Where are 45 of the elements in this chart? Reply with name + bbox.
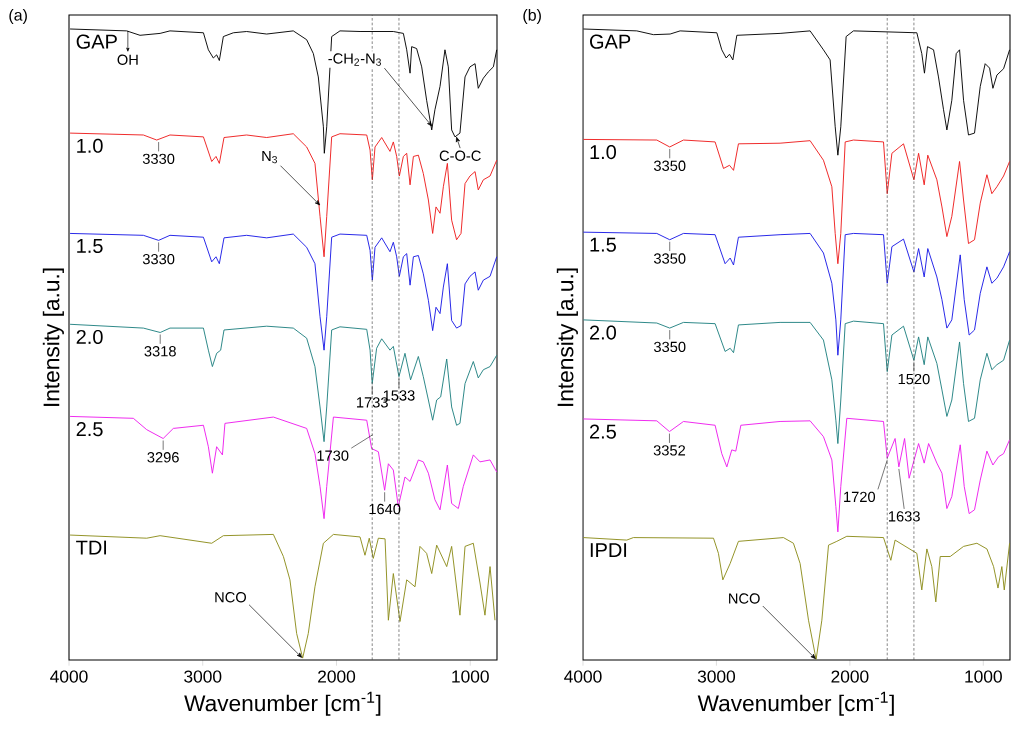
series-label: 1.0	[77, 138, 103, 153]
x-tick-label: 2000	[831, 670, 869, 683]
x-tick-label: 4000	[50, 670, 88, 683]
series-label: 1.5	[77, 239, 103, 253]
series-label: 1.5	[590, 237, 616, 252]
legend-label: GAP	[76, 34, 117, 49]
x-axis-title: Wavenumber [cm$^{-1}$]	[697, 691, 894, 716]
chart-title: (a)	[9, 9, 27, 24]
annotation: 3350	[653, 253, 686, 264]
series-label: IPDI	[590, 543, 627, 557]
annotation: 1720	[844, 491, 876, 503]
annotation: 1730	[317, 450, 349, 461]
x-tick-label: 3000	[184, 670, 222, 683]
y-axis-title: Intensity [a.u.]	[556, 268, 578, 406]
annotation: -CH$_{2}$-N$_{3}$	[328, 53, 381, 66]
chart-title: (b)	[523, 9, 541, 24]
x-tick-label: 3000	[697, 670, 736, 683]
series-label: 2.5	[76, 422, 103, 437]
annotation: OH	[117, 54, 138, 65]
annotation: 1640	[369, 503, 401, 515]
annotation: 3330	[142, 153, 175, 165]
series-label: GAP	[590, 34, 631, 49]
x-tick-label: 1000	[452, 670, 489, 683]
annotation: 3318	[144, 346, 176, 357]
annotation: 3296	[147, 452, 179, 463]
annotation: 3330	[142, 253, 175, 265]
y-axis-title: Intensity [a.u.]	[42, 268, 64, 406]
annotation: 1633	[888, 511, 920, 522]
x-tick-label: 1000	[965, 670, 1002, 683]
annotation: 3350	[653, 341, 686, 353]
annotation: C-O-C	[439, 150, 481, 161]
series-label: 2.5	[590, 424, 616, 439]
annotation: 3350	[653, 160, 686, 171]
x-tick-label: 4000	[564, 670, 602, 683]
series-label: 2.0	[590, 325, 617, 340]
annotation: N$_{3}$	[262, 150, 277, 164]
x-tick-label: 2000	[318, 670, 356, 683]
annotation: NCO	[215, 592, 247, 603]
series-label: 1.0	[590, 145, 617, 160]
x-axis-title: Wavenumber [cm$^{-1}$]	[184, 691, 381, 716]
annotation: 1520	[898, 373, 930, 385]
series-label: TDI	[76, 540, 107, 555]
annotation: NCO	[729, 593, 760, 604]
series-label: 2.0	[76, 329, 103, 345]
annotation: 3352	[653, 445, 686, 456]
